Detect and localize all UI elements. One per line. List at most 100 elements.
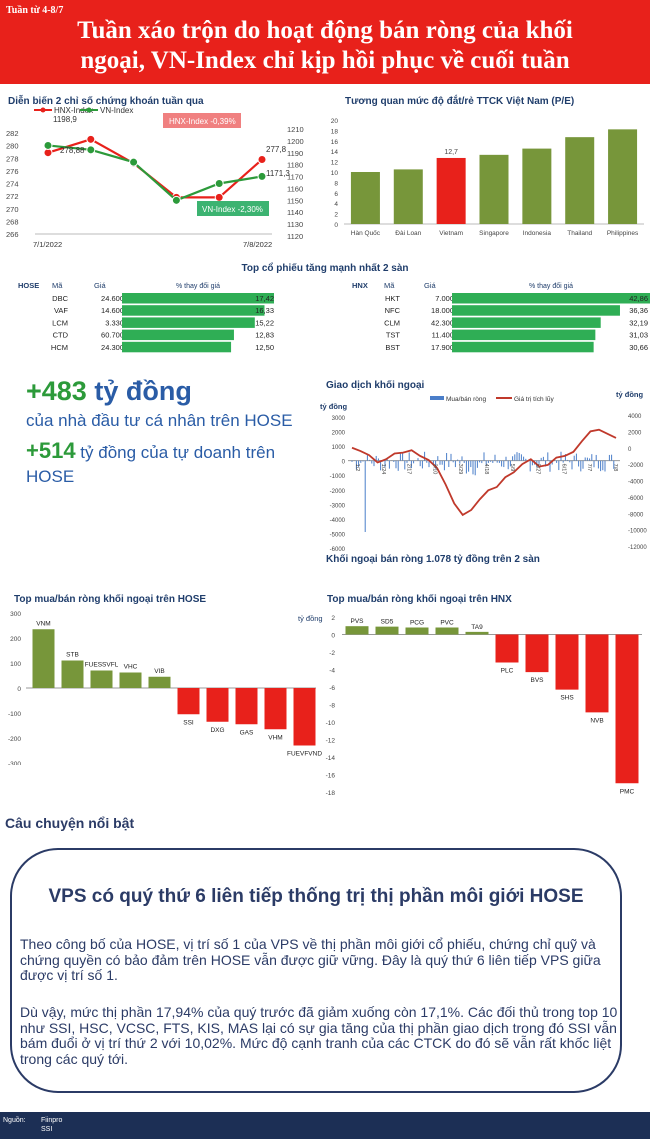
hnx-bar-label: NVB — [590, 717, 603, 724]
idx-left-tick: 282 — [6, 129, 19, 138]
ft-x-label: 3/10 — [431, 464, 437, 475]
x-label-start: 7/1/2022 — [33, 240, 62, 249]
pe-x-label: Philippines — [607, 230, 639, 237]
pe-chart-title: Tương quan mức độ đắt/rẻ TTCK Việt Nam (… — [345, 96, 575, 107]
pe-bar — [608, 129, 638, 224]
idx-left-tick: 278 — [6, 154, 19, 163]
gainer-ticker: VAF — [54, 306, 68, 315]
hnx-y-tick: -16 — [326, 773, 336, 780]
hnx-bar-label: PLC — [501, 668, 514, 675]
header-banner — [0, 0, 650, 84]
gainer-price: 11.400 — [432, 331, 454, 340]
ft-x-label: 4/18 — [483, 464, 489, 475]
ft-x-label: 1/24 — [380, 464, 386, 475]
hose-y-tick: -200 — [8, 736, 21, 743]
hnx-bar-label: BVS — [530, 677, 544, 684]
footer-source-2: SSI — [41, 1126, 53, 1133]
pe-x-label: Vietnam — [439, 230, 463, 237]
point-VN-Index — [214, 179, 224, 188]
ft-left-tick: 1000 — [332, 445, 346, 451]
ft-x-label: 6/17 — [560, 464, 566, 475]
footer-source-1: Fiinpro — [41, 1117, 63, 1124]
ft-x-label: 3/29 — [457, 464, 463, 475]
gainer-price: 17.900 — [431, 343, 454, 352]
idx-left-tick: 276 — [6, 167, 19, 176]
point-HNX-Index — [86, 134, 96, 144]
gainer-ticker: CLM — [384, 318, 400, 327]
gainer-price: 24.300 — [101, 343, 124, 352]
pe-y-tick: 18 — [331, 128, 339, 135]
top-gainers-tables: HOSE Mã Giá % thay đổi giá DBC 24.600 17,42 VAF… — [18, 281, 650, 353]
pe-bar — [350, 172, 380, 224]
ft-left-tick: 0 — [342, 460, 346, 466]
exchange-label: HOSE — [18, 281, 39, 290]
pe-bar — [393, 169, 423, 224]
ft-x-label: 1/2 — [354, 464, 360, 472]
x-label-end: 7/8/2022 — [243, 240, 272, 249]
hose-bar — [148, 676, 171, 688]
gainer-ticker: HKT — [385, 294, 400, 303]
ft-legend-bar-marker — [430, 396, 444, 400]
pe-bar — [522, 148, 552, 224]
hose-bar — [264, 688, 287, 730]
callout-vn-box — [197, 201, 269, 216]
callout-hnx: HNX-Index -0,39% — [169, 117, 236, 126]
hnx-bar-label: SD5 — [381, 619, 394, 626]
exchange-label: HNX — [352, 281, 368, 290]
retail-flow: +483 tỷ đồng — [26, 375, 192, 407]
ft-legend-bar: Mua/bán ròng — [446, 396, 486, 403]
idx-right-tick: 1180 — [287, 161, 303, 170]
pe-y-tick: 20 — [331, 118, 339, 125]
hose-bar — [177, 688, 200, 715]
col-ticker: Mã — [384, 281, 395, 290]
index-chart-title: Diễn biến 2 chỉ số chứng khoán tuần qua — [8, 96, 204, 107]
story-section-title: Câu chuyện nổi bật — [5, 815, 135, 831]
pe-bar — [479, 154, 509, 224]
idx-left-tick: 270 — [6, 205, 19, 214]
point-HNX-Index — [257, 155, 267, 165]
index-legend: HNX-Index VN-Index — [34, 106, 133, 115]
pe-y-tick: 10 — [331, 170, 339, 177]
ft-legend-line: Giá trị tích lũy — [514, 396, 554, 403]
gainer-ticker: NFC — [385, 306, 401, 315]
ft-right-tick: 4000 — [628, 414, 642, 420]
hose-bar — [206, 688, 229, 722]
hose-bar-label: FUEVFVND — [287, 751, 322, 758]
pe-data-label: 12,7 — [444, 149, 458, 156]
hose-bar — [90, 670, 113, 688]
hnx-bar — [405, 627, 429, 635]
ft-ylabel-right: tỷ đồng — [616, 390, 643, 399]
prop-flow: +514 tỷ đồng của tự doanh trên — [26, 437, 275, 467]
ft-right-tick: 2000 — [628, 430, 642, 436]
col-price: Giá — [94, 281, 107, 290]
hnx-y-tick: 0 — [331, 633, 335, 640]
hose-bar-label: VNM — [36, 620, 50, 627]
point-VN-Index — [171, 195, 181, 205]
gainer-price: 7.000 — [435, 294, 454, 303]
prop-flow-unit: tỷ đồng của tự doanh trên — [80, 443, 276, 462]
legend-vn-marker — [86, 107, 92, 113]
gainer-bar — [122, 305, 265, 316]
pe-x-label: Singapore — [479, 230, 509, 237]
prop-flow-number: +514 — [26, 438, 76, 463]
ft-right-tick: -6000 — [628, 496, 644, 502]
idx-right-tick: 1190 — [287, 149, 303, 158]
hnx-bar-label: TA9 — [471, 624, 483, 631]
gainer-bar — [452, 305, 620, 316]
ft-left-tick: -1000 — [330, 474, 346, 480]
hnx-bar-label: SHS — [560, 695, 574, 702]
idx-left-tick: 268 — [6, 217, 19, 226]
hnx-foreign-title: Top mua/bán ròng khối ngoại trên HNX — [327, 593, 512, 605]
gainer-change: 42,86 — [629, 294, 648, 303]
gainer-price: 42.300 — [431, 318, 454, 327]
hnx-y-tick: -4 — [329, 668, 335, 675]
ft-ylabel-left: tỷ đồng — [320, 402, 347, 411]
hnx-y-tick: -6 — [329, 685, 335, 692]
legend-vn: VN-Index — [100, 106, 133, 115]
ft-right-tick: -8000 — [628, 512, 644, 518]
headline-line-1: Tuần xáo trộn do hoạt động bán ròng của … — [77, 17, 573, 44]
idx-right-tick: 1200 — [287, 137, 304, 146]
retail-flow-number: +483 — [26, 376, 87, 406]
col-ticker: Mã — [52, 281, 63, 290]
col-change: % thay đổi giá — [176, 282, 220, 290]
